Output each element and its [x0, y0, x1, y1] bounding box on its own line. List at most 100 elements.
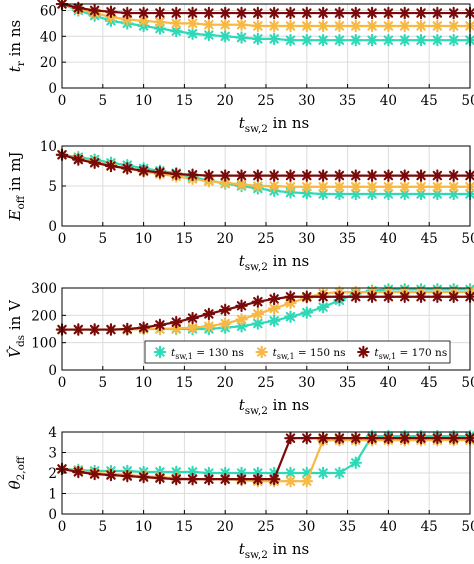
- data-point-s3: [349, 431, 363, 445]
- data-point-s2: [251, 19, 265, 33]
- legend-marker-2: [255, 345, 268, 359]
- data-point-s3: [463, 169, 474, 182]
- data-point-s3: [121, 322, 134, 336]
- data-point-s1: [284, 33, 297, 47]
- x-tick-label: 15: [176, 93, 193, 109]
- y-tick-label: 200: [31, 308, 57, 324]
- data-point-s3: [414, 169, 428, 182]
- data-point-s3: [104, 323, 118, 336]
- data-point-s1: [251, 32, 265, 46]
- y-tick-label: 5: [48, 179, 57, 195]
- x-tick-label: 40: [380, 375, 397, 391]
- data-point-s3: [414, 290, 428, 304]
- x-tick-label: 30: [298, 93, 315, 109]
- data-point-s3: [72, 323, 85, 336]
- data-point-s3: [463, 431, 474, 445]
- y-tick-label: 10: [40, 139, 57, 155]
- x-tick-label: 5: [99, 93, 108, 109]
- x-tick-label: 10: [135, 93, 152, 109]
- data-point-s3: [153, 166, 167, 179]
- data-point-s3: [121, 162, 134, 175]
- data-point-s3: [251, 472, 265, 486]
- data-point-s3: [218, 6, 232, 20]
- data-point-s3: [365, 6, 379, 20]
- data-point-s2: [398, 19, 411, 33]
- data-point-s1: [251, 317, 265, 330]
- data-point-s1: [316, 33, 330, 47]
- x-tick-label: 0: [58, 375, 67, 391]
- data-point-s3: [186, 168, 199, 182]
- y-tick-label: 0: [48, 219, 57, 235]
- data-point-s3: [349, 169, 363, 182]
- legend-marker-3: [357, 345, 370, 359]
- data-point-s1: [447, 33, 460, 47]
- x-tick-label: 35: [339, 93, 356, 109]
- data-point-s3: [398, 290, 411, 304]
- data-point-s3: [153, 318, 167, 332]
- data-point-s1: [333, 466, 346, 480]
- x-tick-label: 45: [421, 519, 438, 535]
- data-point-s2: [251, 179, 265, 193]
- data-point-s1: [316, 300, 330, 314]
- panel-1: 0 5 10 15 20 25 30 35 40 45 50 0 20 40 60 tsw,2 in ns tr…: [6, 0, 474, 135]
- data-point-s3: [169, 6, 183, 20]
- x-tick-label: 25: [257, 231, 274, 247]
- data-point-s3: [414, 6, 428, 20]
- data-point-s3: [349, 290, 363, 304]
- data-point-s1: [316, 466, 330, 480]
- data-point-s3: [121, 6, 134, 20]
- data-point-s3: [316, 6, 330, 20]
- data-point-s3: [88, 4, 101, 17]
- data-point-s2: [300, 180, 314, 194]
- x-tick-label: 50: [461, 93, 474, 109]
- data-point-s2: [382, 19, 395, 33]
- y-tick-label: 2: [48, 466, 57, 482]
- data-point-s1: [300, 33, 314, 47]
- data-point-s3: [284, 290, 297, 304]
- data-point-s3: [186, 472, 199, 486]
- data-point-s2: [414, 180, 428, 194]
- data-point-s1: [414, 33, 428, 47]
- data-point-s3: [333, 431, 346, 445]
- data-point-s3: [431, 169, 444, 182]
- data-point-s2: [447, 19, 460, 33]
- y-tick-label: 3: [48, 446, 57, 462]
- data-point-s1: [235, 31, 248, 44]
- x-tick-label: 40: [380, 93, 397, 109]
- data-point-s2: [463, 180, 474, 194]
- legend: tsw,1 = 130 ns tsw,1 = 150 ns tsw,1 = 170 …: [144, 340, 451, 364]
- data-point-s2: [333, 19, 346, 33]
- data-point-s3: [88, 467, 101, 481]
- data-point-s3: [104, 159, 118, 173]
- data-point-s3: [300, 290, 314, 304]
- legend-box: [144, 340, 451, 364]
- x-tick-label: 25: [257, 519, 274, 535]
- data-point-s2: [267, 19, 281, 33]
- data-point-s3: [447, 6, 460, 20]
- data-point-s2: [218, 176, 232, 190]
- data-point-s3: [398, 6, 411, 20]
- x-tick-label: 30: [298, 375, 315, 391]
- x-tick-label: 15: [176, 375, 193, 391]
- x-tick-label: 0: [58, 231, 67, 247]
- data-point-s1: [333, 33, 346, 47]
- data-point-s1: [267, 32, 281, 46]
- legend-entry-3: tsw,1 = 170 ns: [374, 347, 447, 361]
- data-point-s3: [284, 6, 297, 20]
- data-point-s3: [431, 431, 444, 445]
- data-point-s1: [349, 456, 363, 470]
- data-point-s3: [235, 169, 248, 182]
- data-point-s1: [300, 306, 314, 319]
- data-point-s3: [251, 295, 265, 308]
- data-point-s3: [218, 169, 232, 182]
- data-point-s2: [235, 18, 248, 31]
- data-point-s3: [121, 469, 134, 483]
- y-tick-label: 0: [48, 363, 57, 379]
- data-point-s1: [447, 187, 460, 201]
- x-tick-label: 50: [461, 375, 474, 391]
- x-axis-label: tsw,2 in ns: [239, 396, 310, 417]
- data-point-s3: [398, 169, 411, 182]
- data-point-s3: [382, 290, 395, 304]
- data-point-s3: [333, 290, 346, 304]
